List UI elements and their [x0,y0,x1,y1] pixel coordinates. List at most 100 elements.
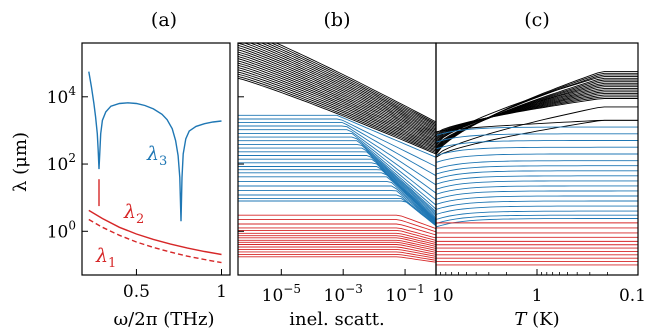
panel-a-series-lambda3 [88,71,222,222]
panel-c-blue-line [436,153,638,163]
panel-b-title: (b) [324,9,351,31]
panel-b-red-line [238,232,436,243]
panel-b-blue-line [238,200,436,227]
panel-a-xlabel: ω/2π (THz) [114,309,215,330]
panel-b-red-line [238,235,436,245]
panel-b-black-line [238,49,436,137]
panel-b-blue-line [238,129,436,194]
panel-c-title: (c) [524,9,549,31]
panel-b-blue-line [238,118,436,167]
panel-b-red-line [238,229,436,241]
panel-b-blue-line [238,147,436,214]
panel-c-blue-line [436,210,638,220]
panel-b-blue-line [238,140,436,210]
panel-b-xtick-label-2: 10−1 [385,282,424,306]
panel-b-blue-line [238,158,436,219]
panel-c-blue-line [436,170,638,180]
y-axis-label: λ (μm) [10,132,31,192]
panel-b-red-line [238,241,436,251]
panel-a: 100 102 104 0.5 1 λ3 λ2 λ1 [47,42,231,302]
panel-c-blue-line [436,205,638,215]
panel-c-xlabel-var: T [514,309,528,330]
panel-b-blue-line [238,155,436,217]
panel-b-black-line [275,43,436,123]
panel-c-blue-line [436,175,638,185]
panel-b-black-line [249,43,436,130]
panel-c-frame [435,42,639,276]
panel-c-blue-line [436,180,638,190]
panel-c-black-line [436,119,638,133]
panel-b-blue-line [238,190,436,225]
panel-b-black-line [238,73,436,152]
panel-b-red-line [238,214,436,230]
panel-b-black-line [238,58,436,142]
panel-b-black-line [238,67,436,148]
panel-b-black-line [260,43,436,127]
panel-b-black-line [243,43,436,131]
panel-a-frame [81,42,231,276]
panel-b-red-line [238,227,436,239]
panel-b-lines [238,43,436,263]
panel-a-label-lambda3: λ3 [146,143,167,169]
panel-b-red-line [238,251,436,259]
panel-c-xtick-label-1: 1 [532,286,543,306]
panel-b-black-line [238,44,436,134]
panel-c-black-line [436,106,638,157]
panel-b-black-line [254,43,436,129]
panel-c-xtick-label-2: 0.1 [619,286,646,306]
panel-b-red-line [238,248,436,257]
panel-b-black-line [238,62,436,145]
panel-b-blue-line [238,125,436,186]
panel-b-blue-line [238,198,436,226]
panel-b-blue-line [238,185,436,224]
panel-b-black-line [265,43,436,126]
panel-b-black-line [238,43,436,133]
panel-c-xlabel: T (K) [514,309,559,330]
panel-b-black-line [238,69,436,149]
panel-a-title: (a) [151,9,177,31]
panel-b-xtick-label-0: 10−5 [262,282,301,306]
panel-b-blue-line [238,180,436,224]
panel-b-blue-line [238,162,436,220]
panel-b-black-line [238,55,436,141]
panel-c-xlabel-unit: (K) [526,309,559,330]
panel-b-red-line [238,256,436,263]
panel-c-blue-line [436,133,638,143]
panel-b-blue-line [238,151,436,216]
panel-b: 10−5 10−3 10−1 [237,42,437,306]
panel-b-red-line [238,246,436,255]
panel-b-blue-line [238,143,436,212]
panel-c-blue-line [436,218,638,228]
panel-c: 10 1 0.1 [432,42,646,306]
panel-a-ytick-label-1: 102 [47,151,76,175]
panel-b-red-line [238,237,436,247]
panel-c-blue-line [436,126,638,136]
panel-c-black-line [436,98,638,134]
panel-a-label-lambda2: λ2 [123,201,144,227]
panel-c-xtick-label-0: 10 [432,286,454,306]
panel-b-black-line [238,71,436,151]
panel-b-red-line [238,239,436,249]
panel-b-xtick-label-1: 10−3 [324,282,363,306]
panel-a-label-lambda1: λ1 [95,245,116,271]
panel-c-blue-line [436,200,638,210]
panel-b-blue-line [238,172,436,222]
panel-c-blue-line [436,146,638,157]
panel-a-series-lambda2 [88,209,222,256]
panel-b-black-line [238,64,436,147]
panel-b-red-line [238,253,436,261]
panel-c-blue-line [436,185,638,195]
panel-b-black-line [238,51,436,138]
panel-c-blue-line [436,190,638,200]
panel-b-black-line [270,43,436,124]
panel-a-xtick-label-1: 1 [216,282,227,302]
panel-c-black-line [436,82,638,147]
panel-b-blue-line [238,194,436,226]
panel-c-black-line [436,77,638,151]
panel-b-red-line [238,223,436,236]
panel-b-blue-line [238,176,436,223]
panel-b-blue-line [238,166,436,221]
panel-b-black-line [238,47,436,135]
panel-a-xtick-label-0: 0.5 [123,282,150,302]
